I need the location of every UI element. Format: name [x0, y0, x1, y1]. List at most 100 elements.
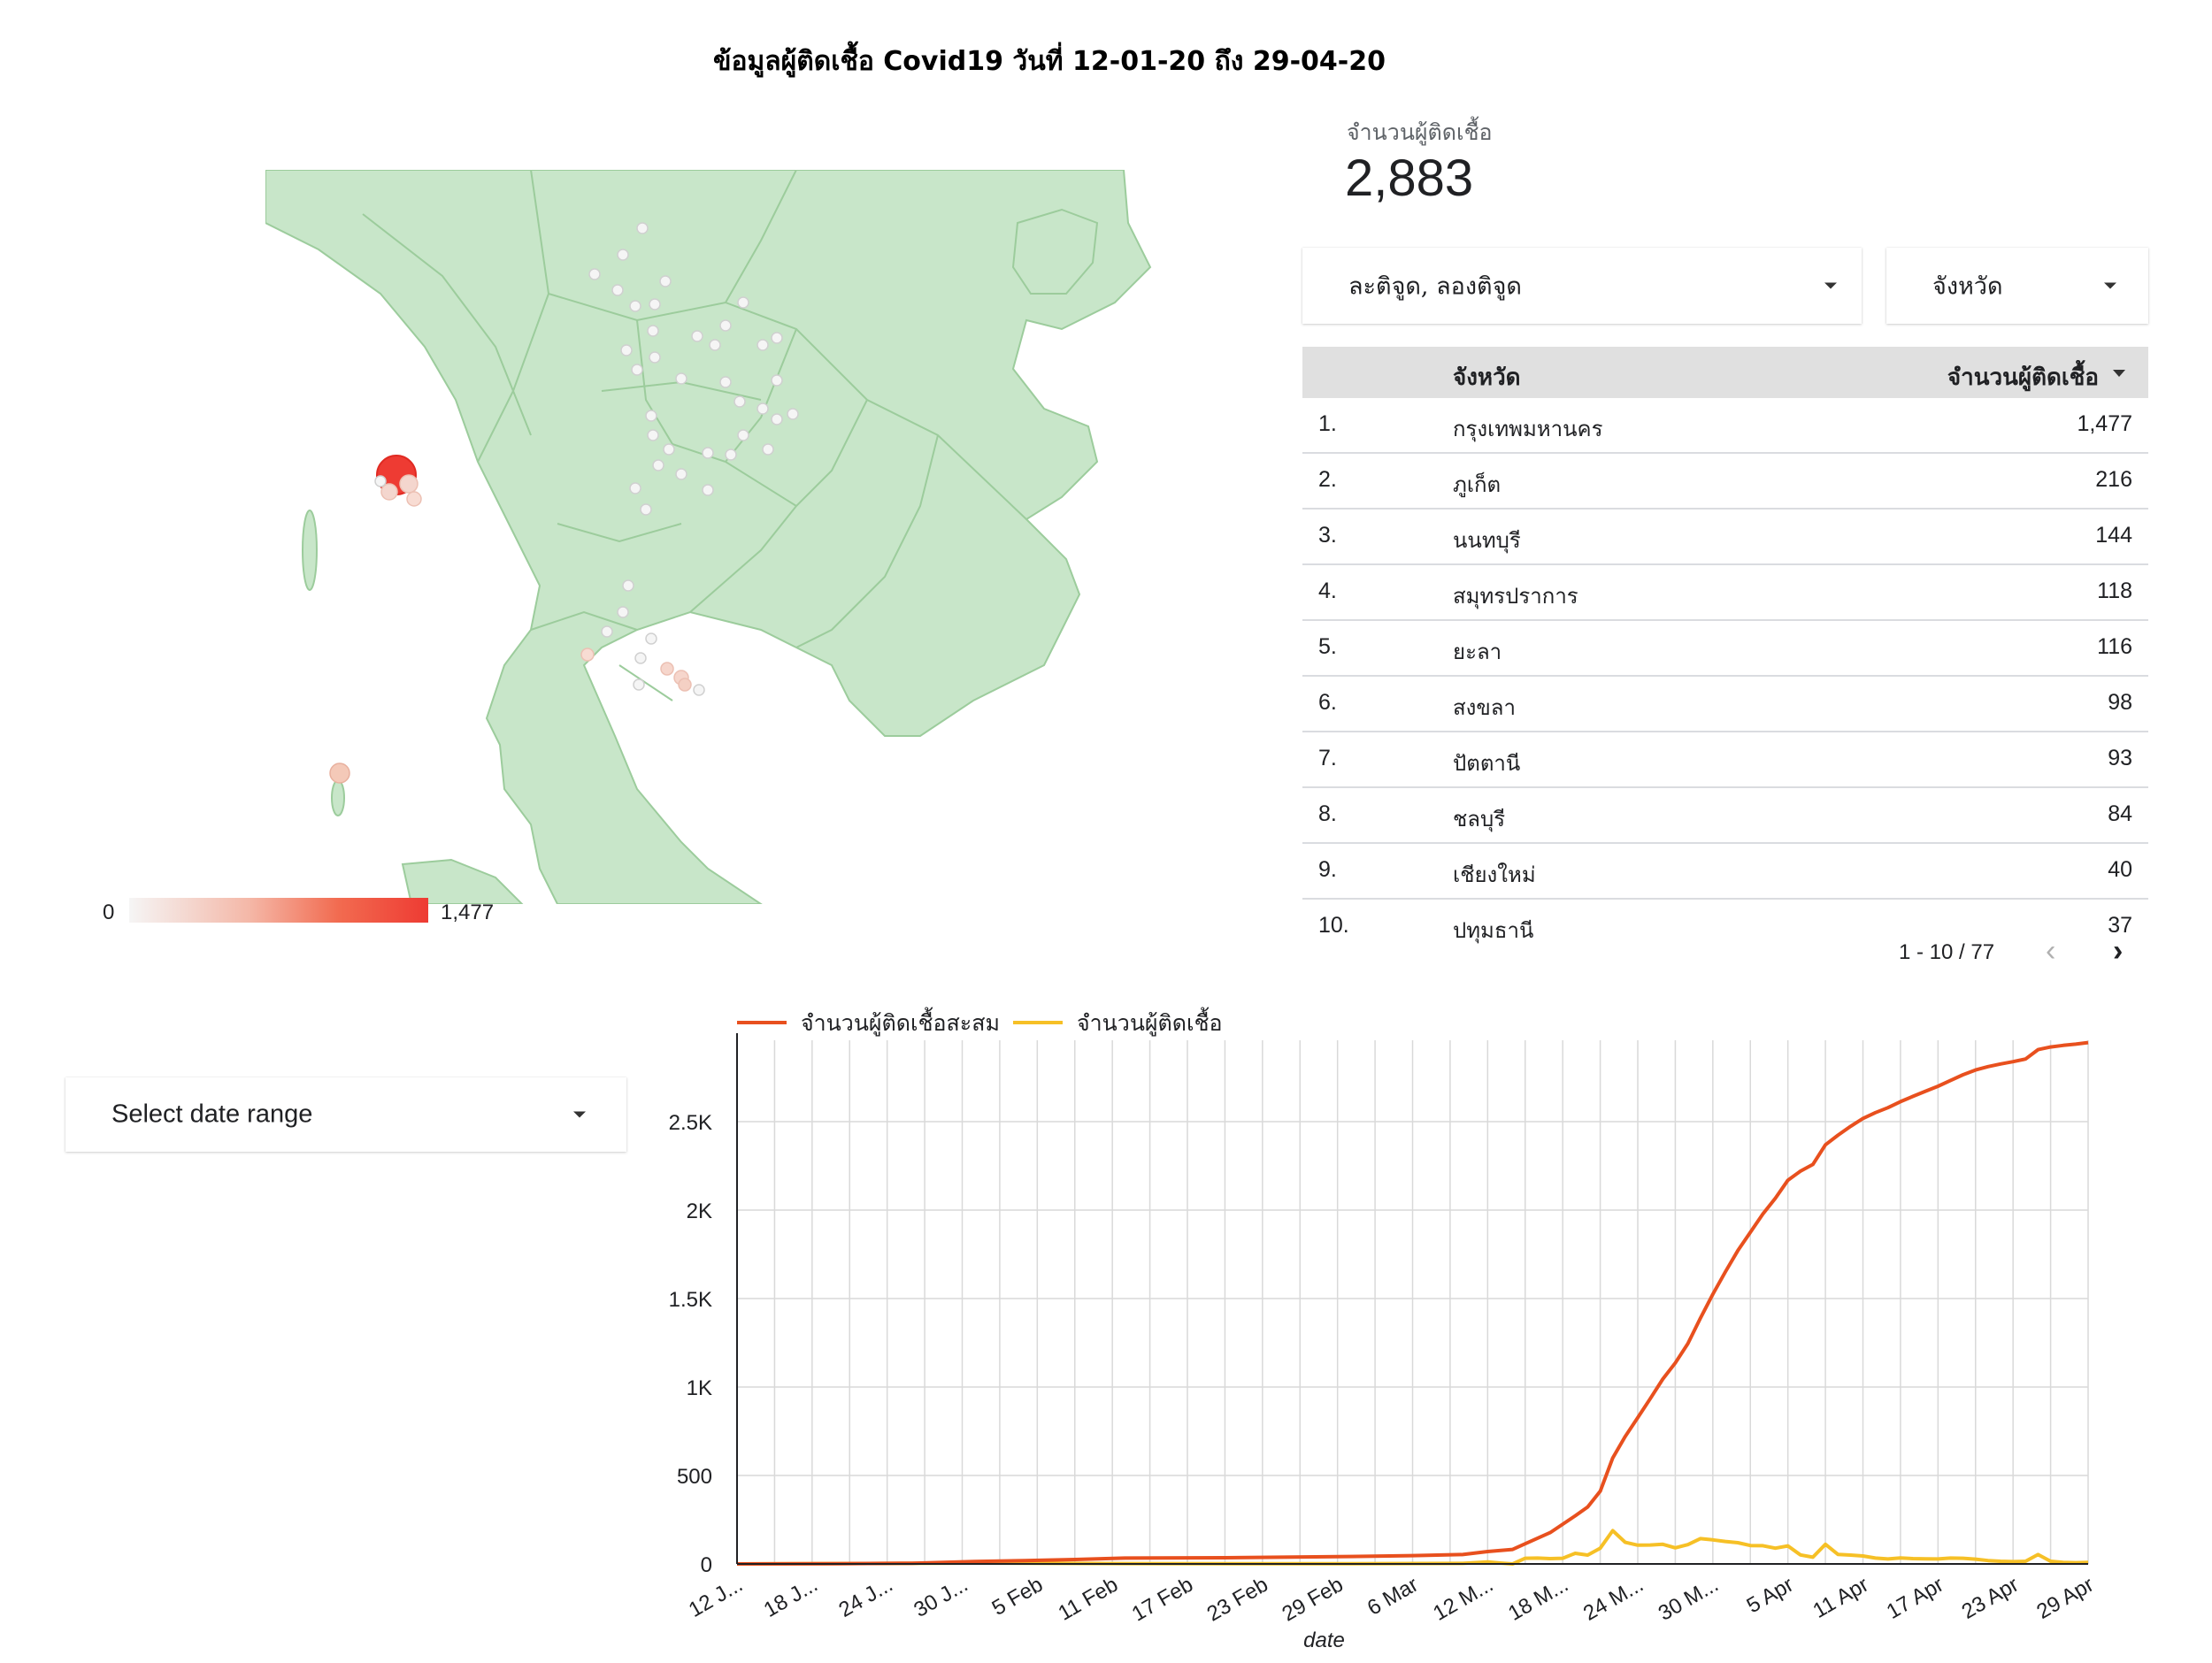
- row-rank: 7.: [1318, 746, 1337, 770]
- map-bubble: [771, 332, 783, 344]
- map-bubble: [645, 410, 657, 422]
- map-bubble: [580, 648, 595, 662]
- y-tick-label: 500: [677, 1465, 712, 1489]
- map-bubble: [737, 296, 749, 309]
- map-bubble: [617, 249, 629, 261]
- map-bubble: [675, 468, 687, 480]
- geo-map[interactable]: [265, 170, 1283, 904]
- row-rank: 8.: [1318, 801, 1337, 826]
- kpi-value: 2,883: [1345, 149, 1474, 207]
- table-row[interactable]: 4. สมุทรปราการ 118: [1302, 565, 2148, 621]
- map-bubble: [649, 351, 661, 364]
- date-range-dropdown[interactable]: Select date range: [65, 1077, 626, 1152]
- map-bubble: [678, 678, 692, 692]
- map-bubble: [762, 443, 774, 456]
- row-rank: 4.: [1318, 579, 1337, 603]
- x-tick-label: 30 M...: [1655, 1573, 1723, 1626]
- map-land-mainland: [265, 170, 1152, 904]
- row-rank: 6.: [1318, 690, 1337, 715]
- legend-item[interactable]: จำนวนผู้ติดเชื้อสะสม: [737, 1007, 1000, 1037]
- x-tick-label: 11 Apr: [1809, 1573, 1872, 1623]
- map-bubble: [649, 298, 661, 310]
- column-header-province[interactable]: จังหวัด: [1453, 364, 1521, 391]
- map-bubble: [629, 482, 641, 494]
- legend-item[interactable]: จำนวนผู้ติดเชื้อ: [1013, 1007, 1223, 1037]
- map-bubble: [620, 344, 633, 356]
- x-axis-title: date: [1303, 1629, 1345, 1652]
- row-count: 37: [2108, 913, 2132, 938]
- map-bubble: [640, 503, 652, 516]
- table-body: 1. กรุงเทพมหานคร 1,477 2. ภูเก็ต 216 3. …: [1302, 398, 2148, 954]
- table-row[interactable]: 9. เชียงใหม่ 40: [1302, 844, 2148, 900]
- table-row[interactable]: 5. ยะลา 116: [1302, 621, 2148, 677]
- map-bubble: [588, 268, 601, 280]
- table-row[interactable]: 7. ปัตตานี 93: [1302, 732, 2148, 788]
- x-tick-label: 29 Feb: [1278, 1573, 1347, 1627]
- chevron-down-icon: [573, 1111, 586, 1118]
- table-row[interactable]: 3. นนทบุรี 144: [1302, 510, 2148, 565]
- map-bubble: [733, 395, 746, 408]
- row-province: เชียงใหม่: [1453, 862, 1536, 887]
- table-row[interactable]: 1. กรุงเทพมหานคร 1,477: [1302, 398, 2148, 454]
- x-tick-label: 12 J...: [685, 1573, 747, 1622]
- map-bubble: [660, 662, 674, 676]
- column-header-count[interactable]: จำนวนผู้ติดเชื้อ: [1947, 364, 2099, 391]
- map-bubble: [725, 448, 737, 461]
- province-filter-dropdown[interactable]: จังหวัด: [1886, 248, 2148, 324]
- map-bubble: [771, 413, 783, 425]
- pagination-label: 1 - 10 / 77: [1899, 940, 1995, 964]
- x-tick-label: 17 Apr: [1883, 1573, 1948, 1624]
- map-bubble: [771, 374, 783, 387]
- row-count: 116: [2097, 634, 2132, 659]
- chevron-left-icon[interactable]: ‹: [2046, 934, 2056, 968]
- map-bubble: [611, 284, 624, 296]
- province-filter-label: จังหวัด: [1932, 272, 2003, 301]
- x-tick-label: 12 M...: [1429, 1573, 1497, 1626]
- table-row[interactable]: 2. ภูเก็ต 216: [1302, 454, 2148, 510]
- x-tick-label: 24 M...: [1579, 1573, 1647, 1626]
- kpi-label: จำนวนผู้ติดเชื้อ: [1347, 119, 1493, 145]
- row-count: 1,477: [2077, 411, 2132, 436]
- table-row[interactable]: 10. ปทุมธานี 37: [1302, 900, 2148, 954]
- map-bubble: [663, 443, 675, 456]
- timeseries-chart: 0 500 1K 1.5K 2K 2.5K 12 J... 18 J... 24 J... 30 …: [669, 1007, 2098, 1652]
- row-count: 98: [2108, 690, 2132, 715]
- province-table: จังหวัด จำนวนผู้ติดเชื้อ 1. กรุงเทพมหานค…: [1302, 347, 2148, 954]
- sort-desc-icon[interactable]: [2113, 370, 2125, 377]
- map-bubble: [636, 222, 649, 234]
- map-bubble: [633, 678, 645, 691]
- latlng-filter-dropdown[interactable]: ละติจูด, ลองติจูด: [1302, 248, 1862, 324]
- map-bubble: [406, 491, 422, 507]
- map-legend-gradient: [129, 898, 428, 923]
- map-bubble: [709, 339, 721, 351]
- map-bubble: [380, 483, 398, 501]
- map-bubble: [634, 652, 647, 664]
- map-land-hainan: [1011, 208, 1099, 295]
- map-bubble: [757, 339, 769, 351]
- map-bubble: [647, 325, 659, 337]
- date-range-label: Select date range: [111, 1100, 313, 1129]
- row-province: ภูเก็ต: [1453, 472, 1502, 497]
- map-land-sumatra: [401, 858, 524, 904]
- table-row[interactable]: 6. สงขลา 98: [1302, 677, 2148, 732]
- legend-label: จำนวนผู้ติดเชื้อสะสม: [801, 1007, 1000, 1037]
- row-province: ปัตตานี: [1453, 751, 1521, 776]
- row-rank: 3.: [1318, 523, 1337, 548]
- x-tick-label: 5 Feb: [988, 1573, 1048, 1621]
- map-bubble: [631, 364, 643, 376]
- row-count: 84: [2108, 801, 2132, 826]
- chevron-right-icon[interactable]: ›: [2113, 934, 2124, 968]
- table-row[interactable]: 8. ชลบุรี 84: [1302, 788, 2148, 844]
- row-province: ยะลา: [1453, 640, 1502, 664]
- y-tick-label: 2K: [687, 1199, 712, 1223]
- table-header: จังหวัด จำนวนผู้ติดเชื้อ: [1302, 347, 2148, 398]
- map-legend-min: 0: [103, 900, 115, 924]
- map-bubble: [702, 447, 714, 459]
- map-bubble: [693, 684, 705, 696]
- row-province: ชลบุรี: [1453, 807, 1506, 832]
- row-count: 118: [2097, 579, 2132, 603]
- row-province: ปทุมธานี: [1453, 918, 1534, 943]
- map-bubble: [737, 429, 749, 441]
- row-rank: 1.: [1318, 411, 1337, 436]
- x-tick-label: 29 Apr: [2032, 1573, 2098, 1624]
